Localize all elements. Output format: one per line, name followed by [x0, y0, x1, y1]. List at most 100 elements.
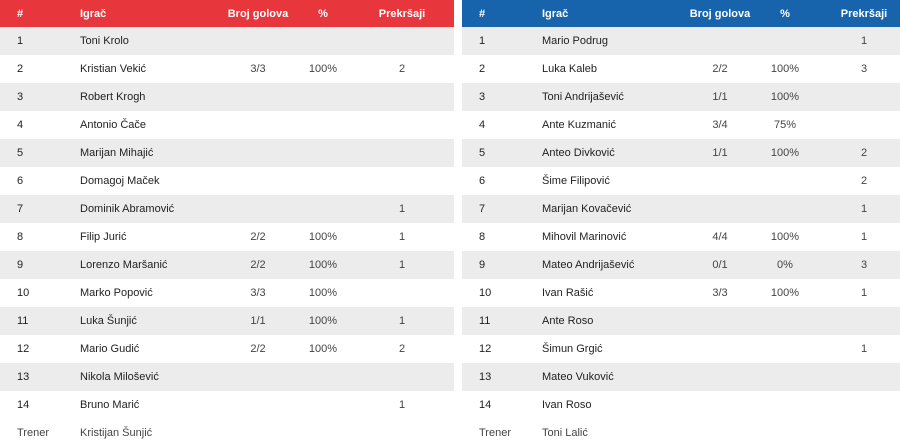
player-name: Marko Popović [80, 287, 153, 299]
percent-value: 100% [770, 147, 800, 159]
player-number: 13 [17, 371, 30, 383]
percent-value [758, 335, 812, 363]
table-row: 10 Marko Popović 3/3 100% [0, 279, 454, 307]
column-header-percent: % [318, 7, 328, 20]
coach-row: Trener Toni Lalić [462, 419, 900, 447]
player-number: 4 [17, 119, 24, 131]
player-name: Ivan Roso [542, 399, 592, 411]
table-row: 14 Bruno Marić 1 [0, 391, 454, 419]
player-number: 9 [479, 259, 486, 271]
player-name: Anteo Divković [542, 147, 615, 159]
home-team-table: # Igrač Broj golova % Prekršaji 1 Toni Kr… [0, 0, 454, 447]
table-row: 5 Marijan Mihajić [0, 139, 454, 167]
percent-value: 100% [308, 315, 338, 327]
table-row: 6 Šime Filipović 2 [462, 167, 900, 195]
fouls-value: 2 [398, 63, 406, 75]
table-row: 12 Mario Gudić 2/2 100% 2 [0, 335, 454, 363]
fouls-value: 1 [860, 35, 868, 47]
player-number: 11 [479, 315, 491, 327]
fouls-value: 1 [860, 287, 868, 299]
goals-value [220, 83, 296, 111]
fouls-value [350, 27, 454, 55]
player-number: 12 [479, 343, 492, 355]
player-name: Ante Roso [542, 315, 594, 327]
coach-name: Kristijan Šunjić [80, 427, 153, 439]
player-number: 4 [479, 119, 486, 131]
player-number: 2 [17, 63, 24, 75]
player-number: 14 [479, 399, 492, 411]
fouls-value: 2 [860, 175, 868, 187]
percent-value [296, 83, 350, 111]
percent-value: 100% [308, 231, 338, 243]
player-number: 3 [17, 91, 24, 103]
goals-value: 2/2 [250, 231, 266, 243]
player-name: Mario Gudić [80, 343, 140, 355]
table-row: 9 Mateo Andrijašević 0/1 0% 3 [462, 251, 900, 279]
column-header-percent: % [780, 7, 790, 20]
goals-value [682, 335, 758, 363]
fouls-value: 3 [860, 63, 868, 75]
table-row: 8 Mihovil Marinović 4/4 100% 1 [462, 223, 900, 251]
goals-value: 0/1 [712, 259, 728, 271]
player-number: 10 [17, 287, 30, 299]
table-row: 4 Ante Kuzmanić 3/4 75% [462, 111, 900, 139]
percent-value [758, 27, 812, 55]
fouls-value [350, 167, 454, 195]
player-name: Marijan Mihajić [80, 147, 154, 159]
player-number: 11 [17, 315, 29, 327]
player-number: 10 [479, 287, 492, 299]
table-row: 1 Toni Krolo [0, 27, 454, 55]
fouls-value: 3 [860, 259, 868, 271]
percent-value [758, 307, 812, 335]
table-header-row: # Igrač Broj golova % Prekršaji [462, 0, 900, 27]
player-name: Robert Krogh [80, 91, 146, 103]
goals-value [220, 27, 296, 55]
player-name: Bruno Marić [80, 399, 140, 411]
fouls-value [350, 139, 454, 167]
coach-row: Trener Kristijan Šunjić [0, 419, 454, 447]
percent-value [758, 391, 812, 419]
away-team-table: # Igrač Broj golova % Prekršaji 1 Mario P… [462, 0, 900, 447]
player-number: 6 [479, 175, 486, 187]
fouls-value: 1 [398, 231, 406, 243]
player-number: 12 [17, 343, 30, 355]
goals-value [220, 195, 296, 223]
away-team-rows: 1 Mario Podrug 1 2 Luka Kaleb 2/2 100% 3 3 Toni A… [462, 27, 900, 447]
column-header-goals: Broj golova [227, 7, 289, 20]
percent-value: 100% [770, 287, 800, 299]
fouls-value: 2 [860, 147, 868, 159]
table-row: 8 Filip Jurić 2/2 100% 1 [0, 223, 454, 251]
goals-value [682, 391, 758, 419]
player-name: Mateo Vuković [542, 371, 614, 383]
player-name: Ante Kuzmanić [542, 119, 616, 131]
coach-label: Trener [17, 427, 49, 439]
goals-value: 3/3 [250, 63, 266, 75]
player-number: 1 [479, 35, 486, 47]
percent-value [758, 363, 812, 391]
table-row: 10 Ivan Rašić 3/3 100% 1 [462, 279, 900, 307]
goals-value [682, 195, 758, 223]
percent-value: 100% [770, 231, 800, 243]
percent-value: 100% [308, 63, 338, 75]
percent-value [758, 195, 812, 223]
goals-value: 1/1 [712, 147, 728, 159]
goals-value [682, 363, 758, 391]
percent-value: 100% [770, 63, 800, 75]
fouls-value [812, 391, 900, 419]
player-number: 14 [17, 399, 30, 411]
goals-value: 2/2 [712, 63, 728, 75]
fouls-value [812, 111, 900, 139]
goals-value [682, 167, 758, 195]
player-name: Mateo Andrijašević [542, 259, 635, 271]
player-name: Dominik Abramović [80, 203, 175, 215]
table-row: 11 Ante Roso [462, 307, 900, 335]
goals-value: 2/2 [250, 343, 266, 355]
goals-value: 3/4 [712, 119, 728, 131]
player-number: 13 [479, 371, 492, 383]
fouls-value: 1 [860, 343, 868, 355]
table-row: 2 Kristian Vekić 3/3 100% 2 [0, 55, 454, 83]
table-row: 12 Šimun Grgić 1 [462, 335, 900, 363]
player-number: 8 [17, 231, 24, 243]
table-row: 5 Anteo Divković 1/1 100% 2 [462, 139, 900, 167]
player-name: Nikola Milošević [80, 371, 159, 383]
